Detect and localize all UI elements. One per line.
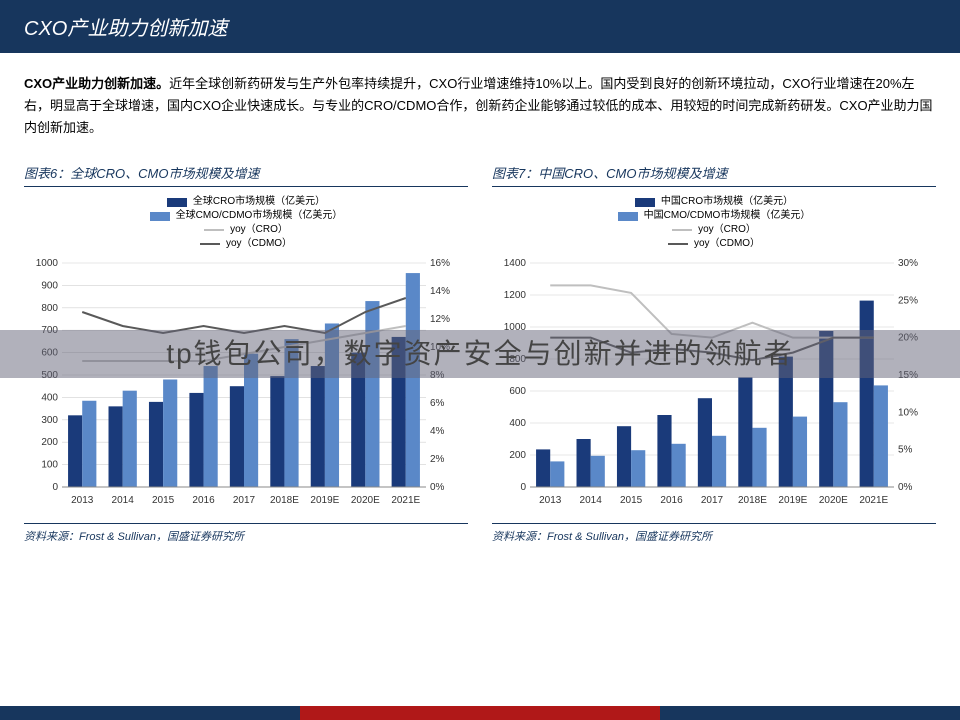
svg-text:2017: 2017 bbox=[701, 495, 724, 506]
svg-text:400: 400 bbox=[41, 393, 58, 404]
legend-swatch-bar1 bbox=[635, 198, 655, 207]
svg-text:2021E: 2021E bbox=[859, 495, 888, 506]
legend-label: 全球CRO市场规模（亿美元） bbox=[193, 195, 325, 209]
slide-header: CXO产业助力创新加速 bbox=[0, 0, 960, 53]
svg-text:400: 400 bbox=[509, 418, 526, 429]
legend-line-cro bbox=[672, 229, 692, 231]
svg-text:12%: 12% bbox=[430, 314, 450, 325]
svg-text:4%: 4% bbox=[430, 426, 445, 437]
svg-text:14%: 14% bbox=[430, 286, 450, 297]
legend-label: 中国CMO/CDMO市场规模（亿美元） bbox=[644, 209, 811, 223]
legend-swatch-bar1 bbox=[167, 198, 187, 207]
svg-text:2019E: 2019E bbox=[310, 495, 339, 506]
svg-text:800: 800 bbox=[41, 303, 58, 314]
legend-label: 全球CMO/CDMO市场规模（亿美元） bbox=[176, 209, 343, 223]
chart-right-svg: 02004006008001000120014000%5%10%15%20%25… bbox=[492, 257, 932, 517]
legend-label: 中国CRO市场规模（亿美元） bbox=[661, 195, 793, 209]
svg-text:2020E: 2020E bbox=[819, 495, 848, 506]
summary-paragraph: CXO产业助力创新加速。近年全球创新药研发与生产外包率持续提升，CXO行业增速维… bbox=[24, 73, 936, 139]
svg-text:0: 0 bbox=[520, 482, 526, 493]
legend-line-cdmo bbox=[200, 243, 220, 245]
svg-text:200: 200 bbox=[41, 437, 58, 448]
svg-text:2016: 2016 bbox=[660, 495, 683, 506]
svg-text:5%: 5% bbox=[898, 445, 913, 456]
svg-text:900: 900 bbox=[41, 281, 58, 292]
watermark-text: tp钱包公司，数字资产安全与创新并进的领航者 bbox=[166, 338, 793, 369]
svg-text:2014: 2014 bbox=[112, 495, 135, 506]
legend-line-cro bbox=[204, 229, 224, 231]
svg-text:2016: 2016 bbox=[192, 495, 215, 506]
legend-label: yoy（CDMO） bbox=[694, 237, 760, 251]
legend-swatch-bar2 bbox=[618, 212, 638, 221]
slide-title: CXO产业助力创新加速 bbox=[24, 18, 227, 40]
svg-text:100: 100 bbox=[41, 460, 58, 471]
svg-text:16%: 16% bbox=[430, 258, 450, 269]
svg-text:10%: 10% bbox=[898, 408, 918, 419]
svg-text:25%: 25% bbox=[898, 296, 918, 307]
svg-text:0%: 0% bbox=[430, 482, 445, 493]
chart-left-source: 资料来源：Frost & Sullivan，国盛证券研究所 bbox=[24, 523, 468, 544]
legend-label: yoy（CRO） bbox=[230, 223, 288, 237]
legend-label: yoy（CRO） bbox=[698, 223, 756, 237]
svg-text:2014: 2014 bbox=[580, 495, 603, 506]
svg-text:30%: 30% bbox=[898, 258, 918, 269]
content-area: CXO产业助力创新加速。近年全球创新药研发与生产外包率持续提升，CXO行业增速维… bbox=[0, 53, 960, 544]
svg-text:2%: 2% bbox=[430, 454, 445, 465]
svg-text:2013: 2013 bbox=[539, 495, 562, 506]
svg-text:2020E: 2020E bbox=[351, 495, 380, 506]
chart-right-source: 资料来源：Frost & Sullivan，国盛证券研究所 bbox=[492, 523, 936, 544]
svg-text:600: 600 bbox=[509, 386, 526, 397]
chart-left-legend: 全球CRO市场规模（亿美元） 全球CMO/CDMO市场规模（亿美元） yoy（C… bbox=[24, 195, 468, 251]
chart-left-svg: 010020030040050060070080090010000%2%4%6%… bbox=[24, 257, 464, 517]
footer-red-strip bbox=[300, 706, 660, 720]
svg-text:1400: 1400 bbox=[504, 258, 527, 269]
svg-text:0: 0 bbox=[52, 482, 58, 493]
svg-text:6%: 6% bbox=[430, 398, 445, 409]
summary-bold: CXO产业助力创新加速。 bbox=[24, 76, 169, 91]
svg-text:2018E: 2018E bbox=[738, 495, 767, 506]
svg-text:0%: 0% bbox=[898, 482, 913, 493]
svg-text:2018E: 2018E bbox=[270, 495, 299, 506]
svg-text:1000: 1000 bbox=[36, 258, 59, 269]
watermark-overlay: tp钱包公司，数字资产安全与创新并进的领航者 bbox=[0, 330, 960, 378]
svg-text:2021E: 2021E bbox=[391, 495, 420, 506]
legend-label: yoy（CDMO） bbox=[226, 237, 292, 251]
svg-text:2019E: 2019E bbox=[778, 495, 807, 506]
chart-right-title: 图表7：中国CRO、CMO市场规模及增速 bbox=[492, 163, 936, 187]
svg-text:2017: 2017 bbox=[233, 495, 256, 506]
svg-text:1200: 1200 bbox=[504, 290, 527, 301]
svg-text:2013: 2013 bbox=[71, 495, 94, 506]
chart-right-legend: 中国CRO市场规模（亿美元） 中国CMO/CDMO市场规模（亿美元） yoy（C… bbox=[492, 195, 936, 251]
legend-line-cdmo bbox=[668, 243, 688, 245]
svg-text:2015: 2015 bbox=[620, 495, 643, 506]
svg-text:200: 200 bbox=[509, 450, 526, 461]
legend-swatch-bar2 bbox=[150, 212, 170, 221]
svg-text:2015: 2015 bbox=[152, 495, 175, 506]
chart-left-title: 图表6：全球CRO、CMO市场规模及增速 bbox=[24, 163, 468, 187]
svg-text:300: 300 bbox=[41, 415, 58, 426]
